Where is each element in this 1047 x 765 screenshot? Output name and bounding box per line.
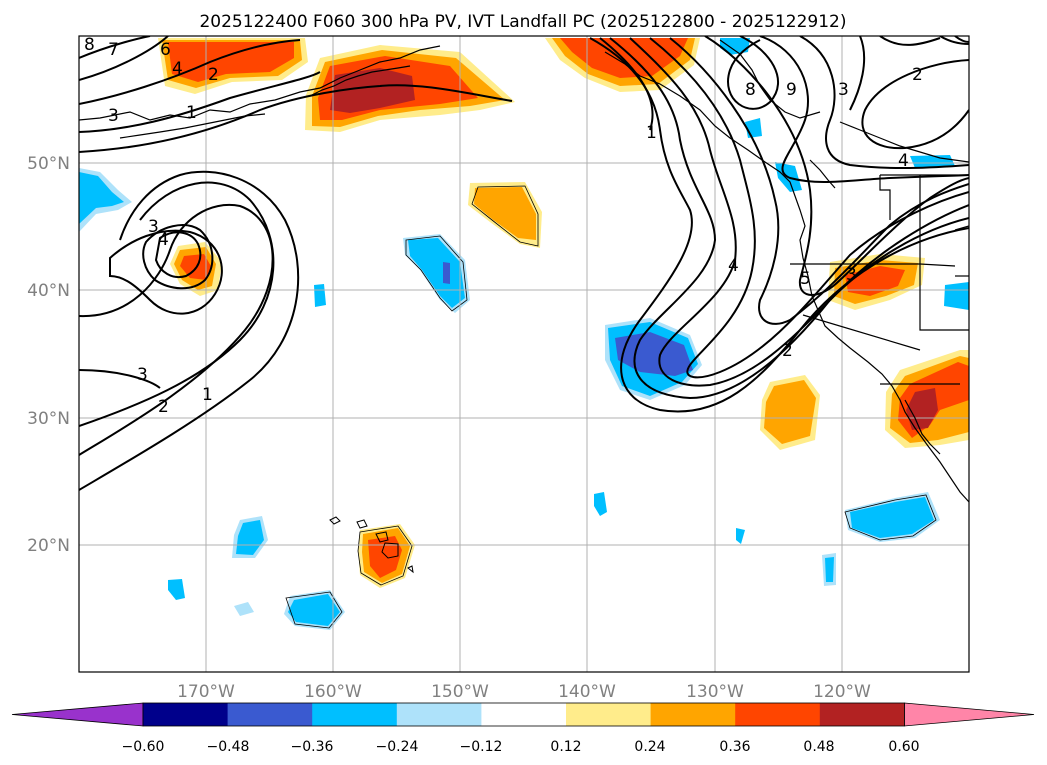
negative-anomaly-west-edge bbox=[79, 168, 132, 232]
latitude-tick-labels: 20°N 30°N 40°N 50°N bbox=[27, 154, 70, 556]
contour-label: 3 bbox=[838, 80, 849, 100]
graticule bbox=[79, 36, 969, 672]
contour-label: 4 bbox=[172, 59, 183, 79]
contour-label: 8 bbox=[84, 35, 95, 55]
contour-label: 1 bbox=[186, 103, 197, 123]
colorbar-tick-label: −0.36 bbox=[291, 739, 334, 755]
positive-anomaly-alaska-peninsula bbox=[305, 45, 515, 132]
colorbar-extend-min bbox=[11, 702, 144, 727]
coastlines bbox=[79, 39, 969, 503]
colorbar-segment bbox=[396, 703, 482, 726]
contour-label: 2 bbox=[208, 65, 219, 85]
positive-anomaly-northeast-pacific bbox=[468, 182, 542, 248]
colorbar-segment bbox=[227, 703, 313, 726]
colorbar-tick-label: −0.12 bbox=[460, 739, 503, 755]
contour-label: 4 bbox=[728, 256, 739, 276]
lat-tick-label: 20°N bbox=[27, 536, 70, 556]
contour-label: 2 bbox=[912, 65, 923, 85]
lat-tick-label: 30°N bbox=[27, 409, 70, 429]
colorbar-tick-label: 0.24 bbox=[634, 739, 665, 755]
contour-label: 8 bbox=[745, 80, 756, 100]
contour-label: 3 bbox=[846, 265, 857, 285]
colorbar-segment bbox=[481, 703, 567, 726]
contour-label: 3 bbox=[137, 365, 148, 385]
contour-label: 1 bbox=[646, 123, 657, 143]
positive-anomaly-gulf-of-alaska-west bbox=[158, 38, 308, 94]
anomaly-outlines bbox=[285, 185, 937, 629]
lon-tick-label: 150°W bbox=[431, 682, 489, 702]
map-frame bbox=[78, 35, 970, 673]
colorbar-extend-max bbox=[904, 702, 1035, 727]
lat-tick-label: 40°N bbox=[27, 281, 70, 301]
colorbar-tick-label: 0.60 bbox=[888, 739, 919, 755]
colorbar: −0.60 −0.48 −0.36 −0.24 −0.12 0.12 0.24 … bbox=[11, 702, 1035, 755]
colorbar-segment bbox=[312, 703, 398, 726]
lon-tick-label: 120°W bbox=[813, 682, 871, 702]
contour-label: 7 bbox=[108, 40, 119, 60]
negative-anomaly-small-patches bbox=[168, 284, 940, 630]
lon-tick-label: 130°W bbox=[686, 682, 744, 702]
contour-label: 5 bbox=[800, 269, 811, 289]
colorbar-segment bbox=[566, 703, 652, 726]
colorbar-segment bbox=[650, 703, 736, 726]
contour-label: 4 bbox=[898, 151, 909, 171]
colorbar-tick-label: −0.60 bbox=[122, 739, 165, 755]
contour-label: 2 bbox=[782, 341, 793, 361]
contour-label: 2 bbox=[158, 397, 169, 417]
contour-label: 6 bbox=[160, 40, 171, 60]
positive-anomaly-gulf-of-alaska-east bbox=[545, 38, 700, 92]
colorbar-segment bbox=[143, 703, 229, 726]
colorbar-segment bbox=[819, 703, 905, 726]
colorbar-segment bbox=[735, 703, 821, 726]
positive-anomaly-southeast-pacific bbox=[760, 375, 820, 450]
contour-labels: 8 7 6 4 2 3 1 3 4 3 2 1 1 4 5 3 2 8 9 3 … bbox=[84, 35, 923, 417]
colorbar-tick-label: −0.24 bbox=[376, 739, 419, 755]
shaded-anomaly-regions bbox=[79, 38, 969, 630]
lat-tick-label: 50°N bbox=[27, 154, 70, 174]
contour-label: 4 bbox=[158, 230, 169, 250]
islands bbox=[329, 516, 414, 574]
map-title: 2025122400 F060 300 hPa PV, IVT Landfall… bbox=[199, 12, 846, 32]
contour-label: 3 bbox=[148, 217, 159, 237]
colorbar-frame bbox=[142, 702, 905, 727]
colorbar-tick-label: −0.48 bbox=[207, 739, 250, 755]
colorbar-tick-label: 0.12 bbox=[550, 739, 581, 755]
colorbar-tick-label: 0.36 bbox=[719, 739, 750, 755]
longitude-tick-labels: 170°W 160°W 150°W 140°W 130°W 120°W bbox=[177, 682, 871, 702]
contour-label: 1 bbox=[202, 385, 213, 405]
lon-tick-label: 140°W bbox=[558, 682, 616, 702]
pv-contours bbox=[79, 36, 969, 491]
contour-label: 9 bbox=[786, 80, 797, 100]
lon-tick-label: 160°W bbox=[304, 682, 362, 702]
ocean-background bbox=[79, 36, 969, 672]
lon-tick-label: 170°W bbox=[177, 682, 235, 702]
colorbar-tick-label: 0.48 bbox=[803, 739, 834, 755]
contour-label: 3 bbox=[108, 106, 119, 126]
